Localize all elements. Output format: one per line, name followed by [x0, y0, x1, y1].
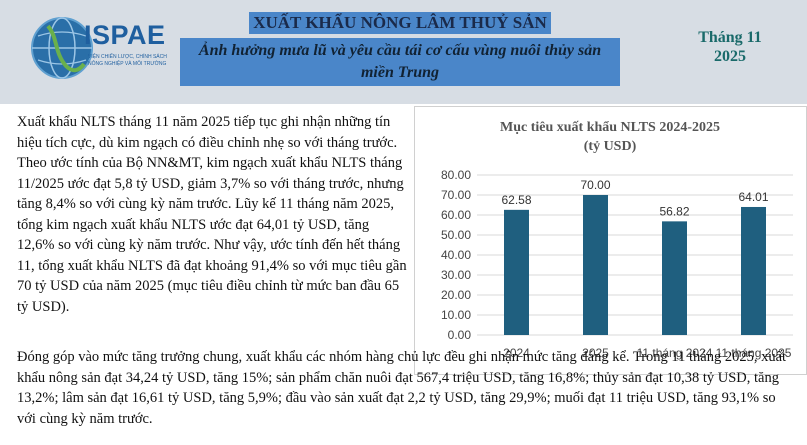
bar-3 — [741, 206, 766, 335]
data-label-3: 64.01 — [738, 190, 768, 204]
y-tick-label: 80.00 — [441, 168, 471, 182]
data-label-2: 56.82 — [659, 204, 689, 218]
x-category-label-3: 11 tháng 2025 — [716, 346, 792, 360]
data-label-1: 70.00 — [580, 178, 610, 192]
y-tick-label: 40.00 — [441, 248, 471, 262]
x-category-label-0: 2024 — [503, 346, 530, 360]
logo-subtitle-line1: VIỆN CHIẾN LƯỢC, CHÍNH SÁCH — [88, 54, 167, 60]
data-labels: 62.58 70.00 56.82 64.01 — [501, 178, 768, 218]
detail-paragraph: Đóng góp vào mức tăng trưởng chung, xuất… — [17, 349, 787, 427]
chart-title: Mục tiêu xuất khẩu NLTS 2024-2025 — [500, 120, 720, 135]
globe-icon — [31, 17, 93, 79]
y-axis-ticks: 0.00 10.00 20.00 30.00 40.00 50.00 60.00 70.00 8… — [441, 168, 471, 342]
y-tick-label: 60.00 — [441, 208, 471, 222]
ispae-logo: ISPAE VIỆN CHIẾN LƯỢC, CHÍNH SÁCH NÔNG N… — [28, 10, 167, 90]
bar-2 — [662, 221, 687, 335]
x-category-label-2: 11 tháng 2024 — [637, 346, 713, 360]
logo-text: ISPAE — [84, 20, 166, 50]
month-label: Tháng 11 — [698, 29, 762, 46]
year-label: 2025 — [714, 48, 746, 65]
export-target-chart: Mục tiêu xuất khẩu NLTS 2024-2025 (tỷ US… — [414, 106, 807, 375]
y-tick-label: 70.00 — [441, 188, 471, 202]
report-period: Tháng 11 2025 — [680, 28, 780, 66]
chart-subtitle: (tỷ USD) — [584, 139, 637, 154]
y-tick-label: 30.00 — [441, 268, 471, 282]
y-tick-label: 0.00 — [448, 328, 472, 342]
bar-chart-canvas: Mục tiêu xuất khẩu NLTS 2024-2025 (tỷ US… — [441, 120, 793, 360]
y-tick-label: 50.00 — [441, 228, 471, 242]
intro-paragraph: Xuất khẩu NLTS tháng 11 năm 2025 tiếp tụ… — [17, 114, 407, 315]
y-tick-label: 20.00 — [441, 288, 471, 302]
bar-0 — [504, 209, 529, 335]
report-header: ISPAE VIỆN CHIẾN LƯỢC, CHÍNH SÁCH NÔNG N… — [0, 0, 807, 104]
bars — [504, 195, 766, 335]
logo-subtitle-line2: NÔNG NGHIỆP VÀ MÔI TRƯỜNG — [88, 61, 167, 67]
x-category-label-1: 2025 — [582, 346, 609, 360]
gridlines — [477, 174, 793, 336]
report-title: XUẤT KHẨU NÔNG LÂM THUỶ SẢN — [249, 12, 551, 34]
x-axis-labels: 2024 2025 11 tháng 2024 11 tháng 2025 — [503, 346, 792, 360]
y-tick-label: 10.00 — [441, 308, 471, 322]
title-block: XUẤT KHẨU NÔNG LÂM THUỶ SẢN Ảnh hưởng mư… — [180, 8, 620, 86]
data-label-0: 62.58 — [501, 193, 531, 207]
report-subtitle: Ảnh hưởng mưa lũ và yêu cầu tái cơ cấu v… — [180, 38, 620, 86]
bar-1 — [583, 195, 608, 335]
